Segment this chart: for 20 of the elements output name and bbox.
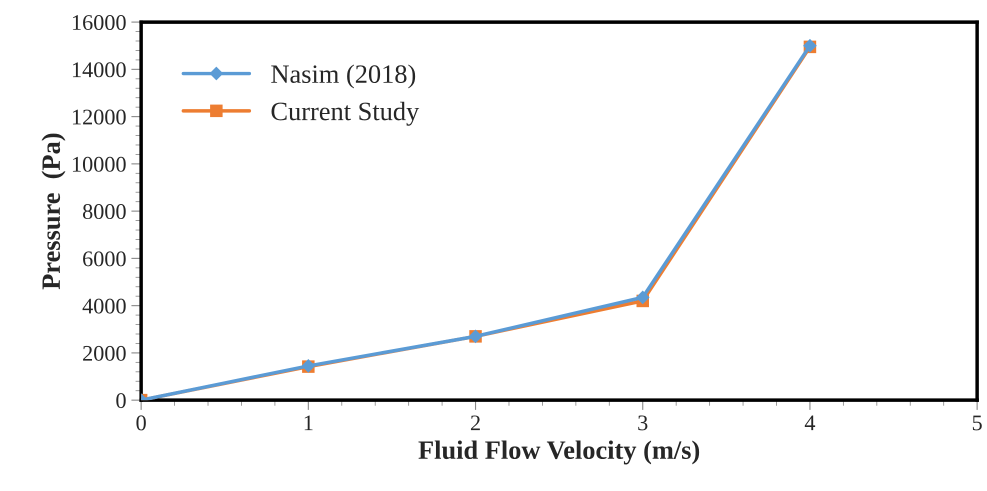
x-tick-label: 0 bbox=[136, 415, 146, 430]
y-tick-label: 8000 bbox=[82, 204, 126, 220]
y-tick-label: 2000 bbox=[83, 346, 126, 361]
y-tick-label: 0 bbox=[116, 393, 126, 408]
y-tick-label: 14000 bbox=[72, 62, 126, 78]
y-tick-label: 12000 bbox=[72, 110, 126, 125]
x-tick-label: 4 bbox=[804, 416, 816, 430]
x-axis-title: Fluid Flow Velocity (m/s) bbox=[418, 440, 700, 464]
y-axis-title: Pressure (Pa) bbox=[42, 134, 66, 290]
y-tick-label: 4000 bbox=[82, 298, 126, 314]
x-tick-label: 5 bbox=[972, 416, 982, 430]
x-tick-label: 1 bbox=[304, 416, 313, 430]
x-tick-label: 2 bbox=[470, 415, 480, 430]
legend-label: Current Study bbox=[272, 102, 420, 126]
x-tick-label: 3 bbox=[638, 415, 648, 430]
legend-label: Nasim (2018) bbox=[271, 64, 416, 88]
y-tick-label: 10000 bbox=[72, 156, 126, 172]
point bbox=[636, 290, 650, 304]
y-tick-label: 16000 bbox=[72, 15, 126, 30]
y-tick-label: 6000 bbox=[83, 251, 126, 266]
